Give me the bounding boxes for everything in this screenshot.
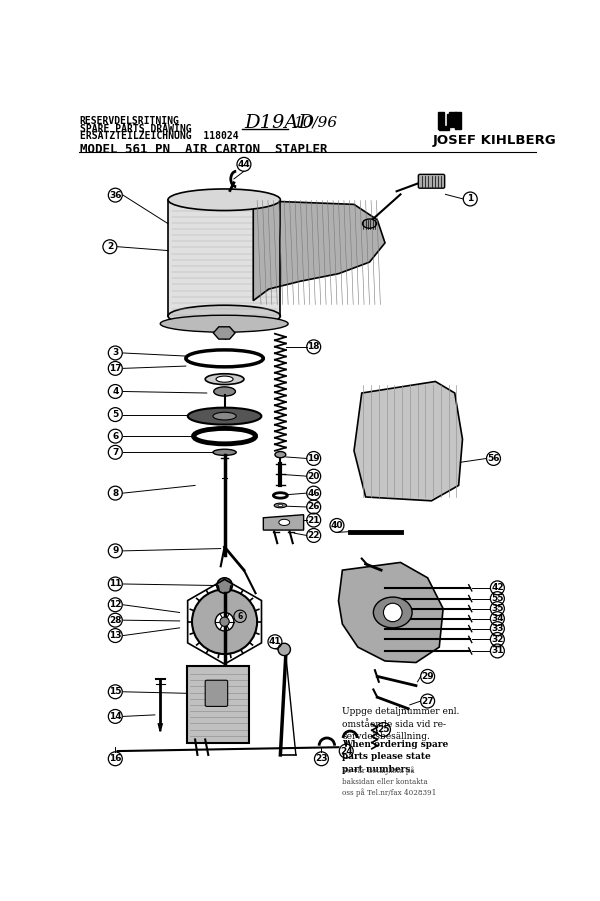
Text: 28: 28 xyxy=(109,615,122,624)
Text: 55: 55 xyxy=(491,594,503,603)
Text: 17: 17 xyxy=(109,364,122,373)
Polygon shape xyxy=(253,201,385,301)
Text: MODEL 561 PN  AIR CARTON  STAPLER: MODEL 561 PN AIR CARTON STAPLER xyxy=(80,142,327,156)
Text: 41: 41 xyxy=(269,637,281,646)
FancyBboxPatch shape xyxy=(205,680,227,706)
Text: 25: 25 xyxy=(377,725,390,734)
Text: 2: 2 xyxy=(107,242,113,251)
Text: RESERVDELSRITNING: RESERVDELSRITNING xyxy=(80,116,179,126)
Bar xyxy=(449,112,457,118)
Ellipse shape xyxy=(168,305,280,327)
Text: 5: 5 xyxy=(112,410,118,419)
Text: 13: 13 xyxy=(109,631,122,640)
Ellipse shape xyxy=(274,503,287,508)
Bar xyxy=(439,126,449,131)
Text: 12: 12 xyxy=(109,600,122,609)
Text: 4: 4 xyxy=(112,387,118,396)
Text: 42: 42 xyxy=(491,583,503,592)
Text: 7: 7 xyxy=(112,448,118,457)
Text: 19: 19 xyxy=(307,454,320,463)
Ellipse shape xyxy=(213,413,236,420)
Text: 1: 1 xyxy=(467,195,473,204)
Text: 40: 40 xyxy=(331,521,343,530)
Polygon shape xyxy=(338,562,443,662)
Bar xyxy=(447,114,449,127)
Bar xyxy=(450,114,452,127)
Ellipse shape xyxy=(205,374,244,385)
Text: 33: 33 xyxy=(491,624,503,633)
Ellipse shape xyxy=(279,519,290,525)
Text: 15: 15 xyxy=(109,687,122,696)
Text: 10/96: 10/96 xyxy=(295,115,338,129)
Text: 21: 21 xyxy=(307,515,320,524)
Text: D19AD: D19AD xyxy=(244,114,314,132)
Text: 6: 6 xyxy=(238,612,243,621)
Ellipse shape xyxy=(373,597,412,628)
Text: 6: 6 xyxy=(112,432,118,441)
Ellipse shape xyxy=(275,451,286,458)
Text: 16: 16 xyxy=(109,754,122,763)
Ellipse shape xyxy=(214,387,235,396)
Circle shape xyxy=(215,613,234,631)
Text: JOSEF KIHLBERG: JOSEF KIHLBERG xyxy=(433,134,557,147)
Text: 46: 46 xyxy=(307,488,320,497)
Circle shape xyxy=(217,578,232,593)
Ellipse shape xyxy=(188,407,262,424)
Text: Uppge detaljnummer enl.
omstående sida vid re-
servdelsbesällning.: Uppge detaljnummer enl. omstående sida v… xyxy=(343,707,460,742)
Text: 44: 44 xyxy=(238,159,250,168)
Bar xyxy=(438,112,444,129)
FancyBboxPatch shape xyxy=(187,667,250,743)
Text: 11: 11 xyxy=(109,579,122,588)
Text: 35: 35 xyxy=(491,604,503,613)
Text: 3: 3 xyxy=(112,349,118,358)
Text: Se vår detaljlista på
baksidan eller kontakta
oss på Tel.nr/fax 4028391: Se vår detaljlista på baksidan eller kon… xyxy=(343,767,437,797)
Bar xyxy=(455,112,461,129)
Text: 56: 56 xyxy=(487,454,500,463)
Circle shape xyxy=(192,589,257,654)
Polygon shape xyxy=(354,381,463,501)
Circle shape xyxy=(383,604,402,622)
Text: 24: 24 xyxy=(340,747,353,756)
Text: 23: 23 xyxy=(315,754,328,763)
Circle shape xyxy=(278,643,290,656)
Text: 22: 22 xyxy=(307,531,320,540)
Polygon shape xyxy=(263,514,304,530)
Text: 32: 32 xyxy=(491,635,503,644)
Text: SPARE PARTS DRAWING: SPARE PARTS DRAWING xyxy=(80,123,191,133)
Text: 27: 27 xyxy=(421,696,434,705)
Text: 18: 18 xyxy=(307,342,320,351)
Text: 31: 31 xyxy=(491,647,503,655)
Text: ERSATZTEILZEICHNUNG  118024: ERSATZTEILZEICHNUNG 118024 xyxy=(80,132,238,141)
Text: 8: 8 xyxy=(112,488,118,497)
Polygon shape xyxy=(214,327,235,339)
FancyBboxPatch shape xyxy=(418,174,445,188)
Text: When ordering spare
parts please state
part numbers.: When ordering spare parts please state p… xyxy=(343,740,449,774)
Ellipse shape xyxy=(160,315,288,332)
Ellipse shape xyxy=(213,450,236,455)
Text: 14: 14 xyxy=(109,712,122,721)
Circle shape xyxy=(220,617,229,626)
Text: 9: 9 xyxy=(112,546,118,555)
Ellipse shape xyxy=(168,189,280,211)
Bar xyxy=(453,114,455,127)
Text: 26: 26 xyxy=(307,503,320,512)
Text: 29: 29 xyxy=(421,672,434,681)
Text: 34: 34 xyxy=(491,614,503,623)
Text: 36: 36 xyxy=(109,191,122,200)
Bar xyxy=(168,200,280,316)
Text: 20: 20 xyxy=(308,472,320,480)
Ellipse shape xyxy=(278,505,283,506)
Ellipse shape xyxy=(216,376,233,382)
Ellipse shape xyxy=(362,219,376,228)
